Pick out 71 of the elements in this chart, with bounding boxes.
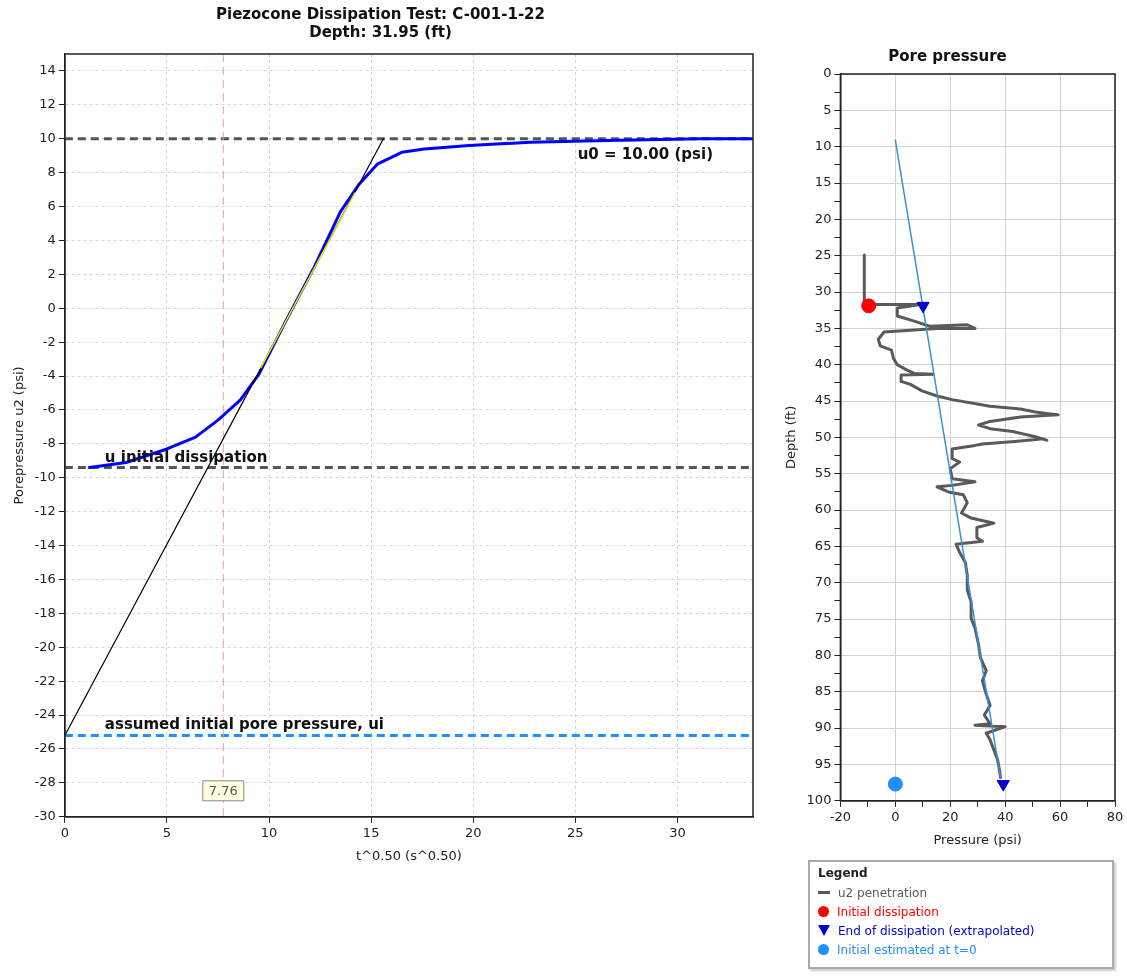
- x-tick-label: 30: [669, 824, 686, 840]
- y-tick-label: -16: [34, 570, 56, 586]
- y-tick-label: -2: [42, 333, 56, 349]
- y-tick-label: 0: [823, 65, 832, 81]
- x-axis-title: Pressure (psi): [933, 831, 1022, 847]
- y-tick-label: -18: [34, 604, 56, 620]
- x-tick-label: 20: [464, 824, 482, 840]
- y-axis-title: Porepressure u2 (psi): [11, 366, 27, 505]
- x-tick-label: 5: [162, 824, 172, 840]
- ref-line-label: 7.76: [208, 783, 238, 799]
- y-tick-label: 100: [806, 792, 832, 808]
- legend-label: End of dissipation (extrapolated): [838, 923, 1035, 938]
- y-tick-label: 75: [814, 610, 832, 626]
- x-tick-label: 10: [260, 824, 278, 840]
- y-tick-label: 80: [814, 646, 832, 662]
- y-tick-label: 25: [814, 247, 832, 263]
- y-tick-label: 60: [814, 501, 832, 517]
- y-axis-title: Depth (ft): [783, 405, 799, 470]
- legend-label: Initial dissipation: [837, 904, 939, 919]
- y-tick-label: 5: [823, 101, 832, 117]
- y-tick-label: 20: [814, 210, 832, 226]
- y-tick-label: 14: [39, 62, 56, 78]
- y-tick-label: 90: [814, 719, 832, 735]
- y-tick-label: 8: [47, 164, 56, 180]
- y-tick-label: 35: [814, 319, 832, 335]
- ref-line-label: u0 = 10.00 (psi): [577, 144, 713, 163]
- y-tick-label: -24: [34, 706, 56, 722]
- y-tick-label: -4: [42, 367, 56, 383]
- x-tick-label: 40: [996, 808, 1014, 824]
- x-tick-label: 60: [1051, 808, 1069, 824]
- x-tick-label: 0: [60, 824, 69, 840]
- x-tick-label: 0: [891, 808, 900, 824]
- y-tick-label: -22: [34, 672, 56, 688]
- legend-title: Legend: [818, 866, 869, 880]
- x-tick-label: 80: [1106, 808, 1124, 824]
- chart-title: Pore pressure: [888, 46, 1007, 65]
- chart-title: Piezocone Dissipation Test: C-001-1-22: [216, 4, 545, 23]
- y-tick-label: 2: [47, 265, 56, 281]
- y-tick-label: 15: [814, 174, 832, 190]
- y-tick-label: -26: [34, 740, 56, 756]
- y-tick-label: 70: [814, 574, 832, 590]
- x-tick-label: 25: [567, 824, 584, 840]
- y-tick-label: 12: [39, 96, 56, 112]
- y-tick-label: 10: [39, 130, 56, 146]
- y-tick-label: 10: [814, 138, 832, 154]
- y-tick-label: -10: [34, 469, 56, 485]
- y-tick-label: -6: [42, 401, 56, 417]
- y-tick-label: 45: [814, 392, 832, 408]
- y-tick-label: 30: [814, 283, 832, 299]
- y-tick-label: 0: [47, 299, 56, 315]
- y-tick-label: -20: [34, 638, 56, 654]
- y-tick-label: 4: [47, 231, 56, 247]
- y-tick-label: 85: [814, 683, 832, 699]
- y-tick-label: -12: [34, 503, 56, 519]
- x-tick-label: 20: [941, 808, 959, 824]
- y-tick-label: -28: [34, 774, 56, 790]
- y-tick-label: -8: [42, 435, 56, 451]
- x-tick-label: 15: [362, 824, 380, 840]
- y-tick-label: 55: [814, 465, 832, 481]
- y-tick-label: 6: [47, 197, 56, 213]
- legend-label: Initial estimated at t=0: [837, 942, 977, 957]
- ref-line-label: assumed initial pore pressure, ui: [104, 715, 384, 734]
- legend-label: u2 penetration: [838, 885, 928, 900]
- chart-subtitle: Depth: 31.95 (ft): [309, 22, 452, 41]
- y-tick-label: 50: [814, 428, 832, 444]
- x-axis-title: t^0.50 (s^0.50): [356, 847, 462, 863]
- y-tick-label: 95: [814, 755, 832, 771]
- y-tick-label: 65: [814, 537, 832, 553]
- y-tick-label: -14: [34, 536, 56, 552]
- y-tick-label: 40: [814, 356, 832, 372]
- y-tick-label: -30: [34, 808, 56, 824]
